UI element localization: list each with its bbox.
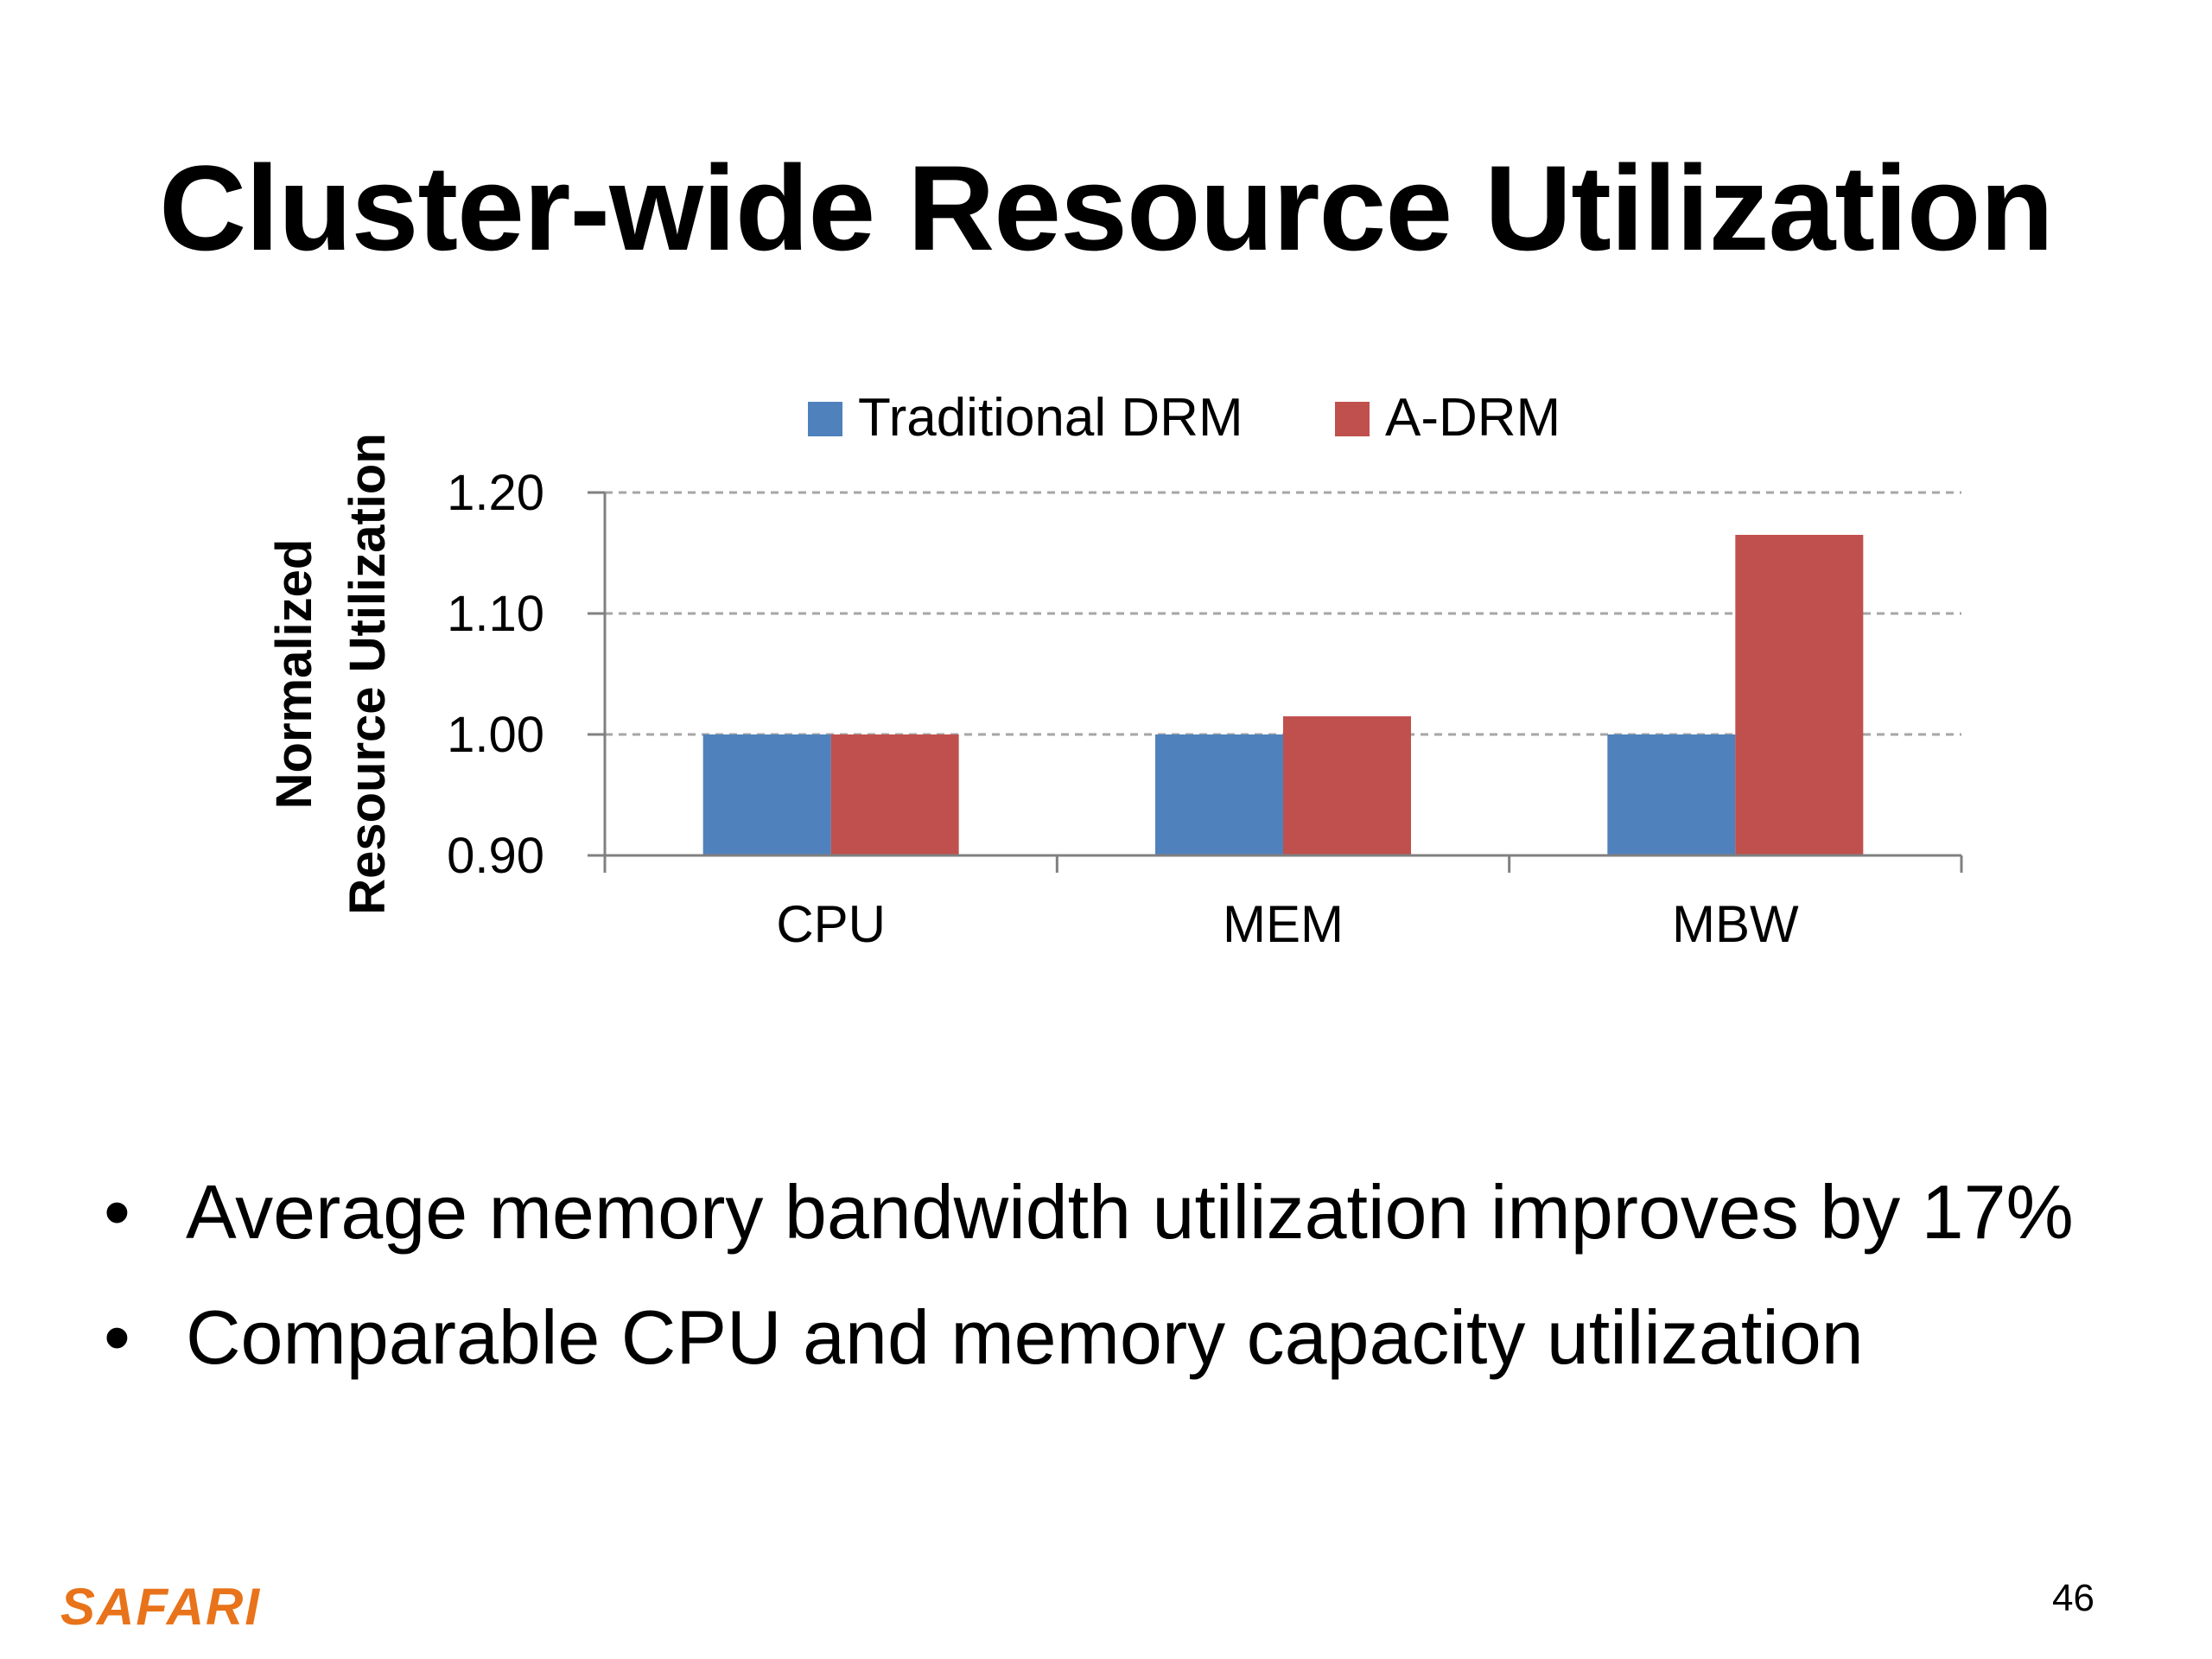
chart-bars — [702, 535, 1864, 855]
bar — [1155, 734, 1283, 855]
bar — [1283, 716, 1411, 855]
x-tick-label: MEM — [1223, 895, 1344, 953]
y-tick-label: 1.00 — [447, 707, 544, 763]
bullet-text: Average memory bandwidth utilization imp… — [186, 1169, 2074, 1255]
bullet-list: • Average memory bandwidth utilization im… — [95, 1149, 2074, 1400]
bar-chart: Traditional DRM A-DRM 0.90 1.00 1.10 1.20 CP… — [266, 388, 1963, 953]
x-tick-label: MBW — [1672, 895, 1799, 953]
slide-title: Cluster-wide Resource Utilization — [159, 140, 2054, 276]
legend-label: Traditional DRM — [858, 388, 1243, 448]
bullet-item: • Comparable CPU and memory capacity util… — [95, 1274, 2074, 1400]
y-tick-label: 1.10 — [447, 586, 544, 642]
bar — [1735, 535, 1864, 855]
bullet-item: • Average memory bandwidth utilization im… — [95, 1149, 2074, 1274]
x-tick-label: CPU — [776, 895, 886, 953]
legend-swatch — [808, 402, 842, 436]
legend-swatch — [1335, 402, 1370, 436]
legend-label: A-DRM — [1385, 388, 1560, 448]
y-tick-label: 0.90 — [447, 828, 544, 884]
bullet-dot-icon: • — [104, 1294, 130, 1380]
bullet-dot-icon: • — [104, 1169, 130, 1255]
y-axis-label-line: Resource Utilization — [340, 433, 396, 915]
page-number: 46 — [2052, 1577, 2094, 1619]
y-axis-label-line: Normalized — [266, 539, 322, 810]
bar — [830, 734, 959, 855]
y-tick-label: 1.20 — [447, 465, 544, 521]
safari-logo: SAFARI — [60, 1578, 262, 1636]
chart-axes: CPU MEM MBW — [588, 491, 1963, 953]
bullet-text: Comparable CPU and memory capacity utili… — [186, 1294, 1864, 1380]
bar — [702, 734, 831, 855]
chart-legend: Traditional DRM A-DRM — [808, 388, 1560, 448]
bar — [1607, 734, 1736, 855]
y-axis-label: Normalized Resource Utilization — [266, 433, 396, 915]
